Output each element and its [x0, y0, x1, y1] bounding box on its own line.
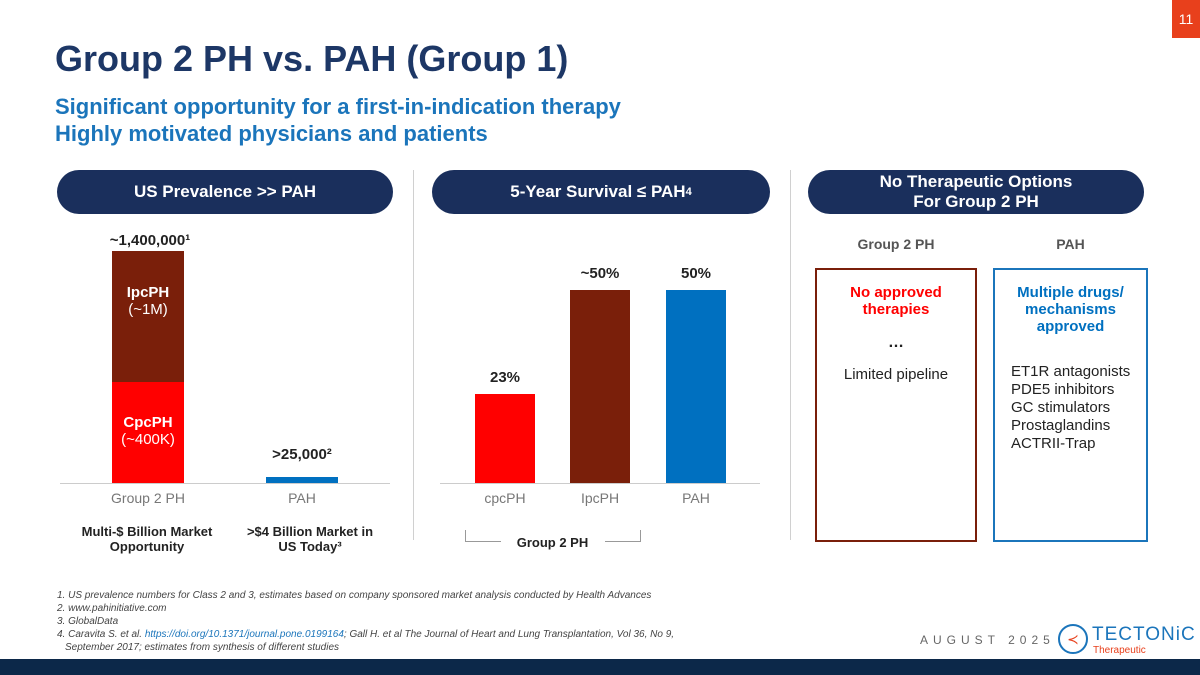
pill-survival: 5-Year Survival ≤ PAH 4 [432, 170, 770, 214]
box-title: Multiple drugs/ mechanisms approved [1017, 284, 1124, 335]
bar-pah [266, 477, 338, 483]
data-label: 50% [680, 265, 712, 282]
bar-IpcPH [570, 290, 630, 483]
pah-box: Multiple drugs/ mechanisms approved ET1R… [993, 268, 1148, 542]
bar-ipcph [112, 251, 184, 382]
col-header: Group 2 PH [857, 236, 935, 252]
tick-label: IpcPH [580, 490, 620, 506]
divider [413, 170, 414, 540]
pah-drug-item: ACTRII-Trap [1011, 435, 1096, 452]
tick-label: Group 2 PH [111, 490, 185, 506]
tick-label: PAH [288, 490, 316, 506]
subtitle-1: Significant opportunity for a first-in-i… [55, 94, 621, 119]
page-number: 11 [1172, 0, 1200, 38]
box-note: Limited pipeline [843, 366, 949, 383]
logo-name: TECTONiC [1092, 624, 1196, 645]
caption: Multi-$ Billion Market Opportunity [81, 524, 213, 554]
bracket [605, 530, 641, 542]
group-label: Group 2 PH [516, 535, 589, 550]
axis [60, 483, 390, 484]
ellipsis: … [888, 334, 904, 351]
box-title: No approved therapies [850, 284, 942, 318]
bar-cpcph [112, 382, 184, 483]
divider [790, 170, 791, 540]
date: AUGUST 2025 [920, 633, 1055, 647]
subtitle-2: Highly motivated physicians and patients [55, 121, 488, 146]
pah-drug-item: ET1R antagonists [1011, 363, 1131, 380]
pah-drug-item: GC stimulators [1011, 399, 1111, 416]
logo-icon: ≺ [1058, 624, 1088, 654]
bar-cpcPH [475, 394, 535, 483]
tick-label: PAH [682, 490, 710, 506]
caption: >$4 Billion Market in US Today³ [246, 524, 374, 554]
data-label: >25,000² [272, 446, 332, 463]
segment-label-cpcph: CpcPH (~400K) [121, 414, 175, 448]
logo-tagline: Therapeutic [1093, 645, 1146, 656]
doi-link[interactable]: https://doi.org/10.1371/journal.pone.019… [144, 629, 344, 640]
pah-drug-item: PDE5 inhibitors [1011, 381, 1115, 398]
pah-drug-item: Prostaglandins [1011, 417, 1111, 434]
tick-label: cpcPH [484, 490, 526, 506]
segment-label-ipcph: IpcPH (~1M) [126, 284, 170, 318]
data-label: ~1,400,000¹ [109, 232, 191, 249]
bar-PAH [666, 290, 726, 483]
data-label: ~50% [580, 265, 620, 282]
group2-box: No approved therapies … Limited pipeline [815, 268, 977, 542]
col-header: PAH [1056, 236, 1085, 252]
data-label: 23% [489, 369, 521, 387]
pill-prevalence: US Prevalence >> PAH [57, 170, 393, 214]
pill-therapeutic: No Therapeutic Options For Group 2 PH [808, 170, 1144, 214]
bracket [465, 530, 501, 542]
axis [440, 483, 760, 484]
footer-bar [0, 659, 1200, 675]
page-title: Group 2 PH vs. PAH (Group 1) [55, 38, 569, 79]
footnotes: 1. US prevalence numbers for Class 2 and… [57, 590, 675, 653]
